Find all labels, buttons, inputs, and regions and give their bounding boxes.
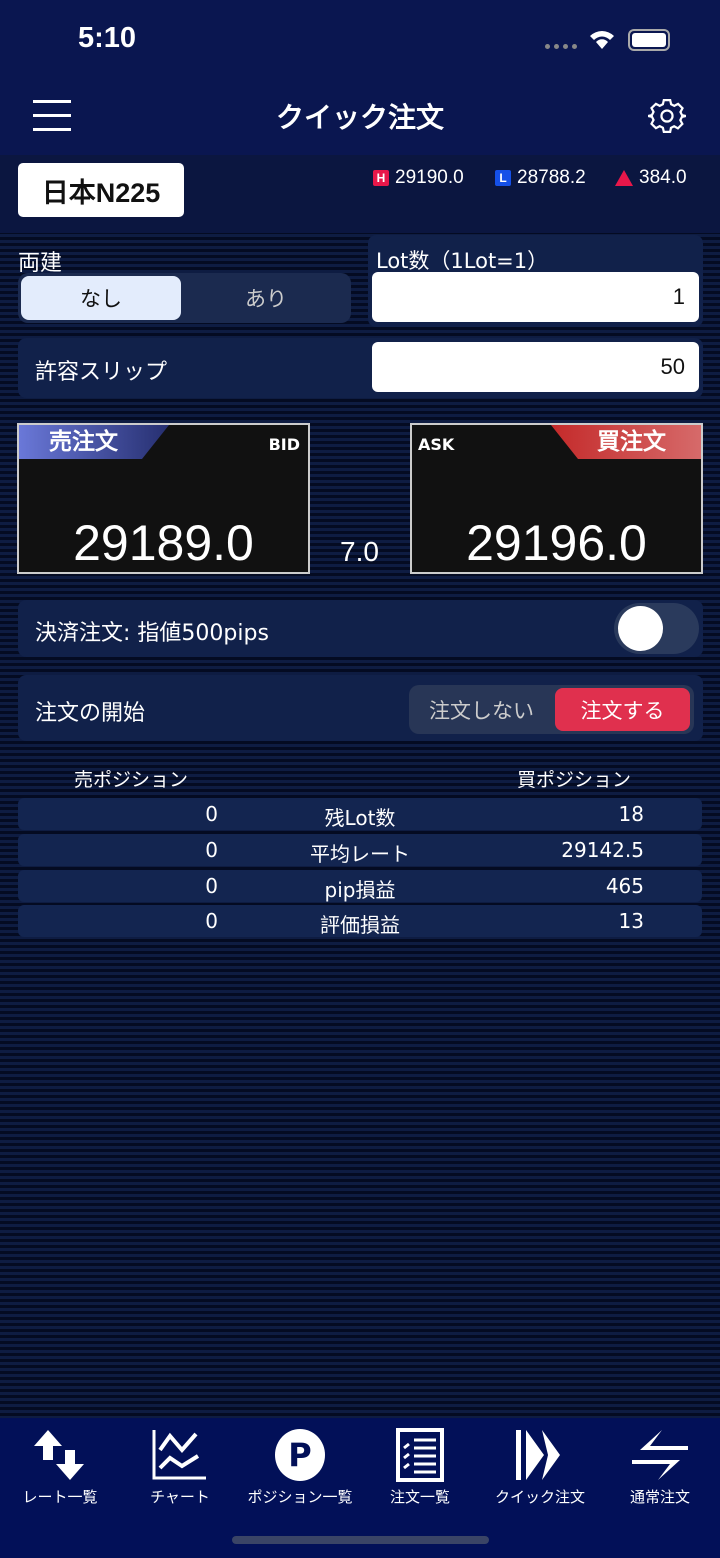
low-value: 28788.2 [517,167,586,188]
hamburger-icon[interactable] [33,100,71,131]
buy-value: 465 [605,874,644,898]
start-option-on[interactable]: 注文する [555,688,690,731]
page-title: クイック注文 [275,101,444,134]
nav-label: 通常注文 [629,1488,690,1506]
start-option-off[interactable]: 注文しない [429,698,534,723]
fast-forward-icon [516,1430,560,1480]
row-label: pip損益 [324,878,396,902]
sell-order-button[interactable]: 売注文 BID 29189.0 [17,423,310,574]
hedge-label: 両建 [18,251,63,276]
symbol-button[interactable]: 日本N225 [18,163,184,217]
buy-value: 29142.5 [561,838,644,862]
svg-text:P: P [288,1436,311,1474]
header [0,0,720,155]
sell-value: 0 [205,909,218,933]
low-badge: L [495,170,511,186]
hedge-segment: なし あり [18,273,351,323]
start-label: 注文の開始 [35,701,146,726]
buy-value: 18 [618,802,644,826]
sell-position-header: 売ポジション [74,769,189,791]
row-label: 評価損益 [320,913,400,937]
low-stat: L 28788.2 [495,167,586,189]
nav-label: チャート [150,1488,210,1506]
exchange-icon [632,1430,688,1480]
lot-input[interactable]: 1 [372,272,699,322]
gear-icon[interactable] [648,97,686,135]
up-triangle-icon [615,170,633,186]
hedge-option-none[interactable]: なし [21,276,181,320]
nav-label: レート一覧 [22,1488,98,1506]
start-segment: 注文しない 注文する [409,685,694,734]
signal-icon [545,44,577,49]
position-row: 0 pip損益 465 [18,870,702,902]
bid-price: 29189.0 [73,515,254,571]
nav-rate-list[interactable]: レート一覧 [0,1428,120,1507]
position-row: 0 評価損益 13 [18,905,702,937]
settle-panel [18,600,703,657]
buy-tag: 買注文 [551,425,701,459]
buy-order-button[interactable]: 買注文 ASK 29196.0 [410,423,703,574]
high-badge: H [373,170,389,186]
nav-normal-order[interactable]: 通常注文 [600,1428,720,1507]
nav-order-list[interactable]: 注文一覧 [360,1428,480,1507]
sell-value: 0 [205,802,218,826]
list-icon [396,1428,444,1482]
change-value: 384.0 [639,167,687,188]
status-time: 5:10 [78,22,137,54]
buy-value: 13 [618,909,644,933]
nav-label: クイック注文 [494,1488,585,1506]
settle-toggle[interactable] [614,603,699,654]
lot-label: Lot数（1Lot=1） [376,249,549,273]
chart-icon [152,1430,206,1480]
ask-price: 29196.0 [466,515,647,571]
buy-position-header: 買ポジション [517,769,632,791]
p-circle-icon: P [275,1429,325,1481]
sell-value: 0 [205,838,218,862]
battery-icon [628,29,670,51]
wifi-icon [590,31,614,49]
spread-value: 7.0 [340,536,379,567]
bottom-nav [0,1418,720,1558]
sell-tag: 売注文 [19,425,169,459]
settle-label: 決済注文: 指値500pips [35,621,269,646]
sell-value: 0 [205,874,218,898]
nav-label: ポジション一覧 [247,1488,353,1506]
nav-label: 注文一覧 [389,1488,450,1506]
ask-label: ASK [418,435,455,454]
slip-input[interactable]: 50 [372,342,699,392]
high-value: 29190.0 [395,167,464,188]
row-label: 残Lot数 [324,806,396,830]
high-stat: H 29190.0 [373,167,464,189]
nav-chart[interactable]: チャート [120,1428,240,1507]
nav-positions[interactable]: P ポジション一覧 [240,1428,360,1507]
position-row: 0 平均レート 29142.5 [18,834,702,866]
hedge-option-yes[interactable]: あり [245,287,287,311]
arrows-updown-icon [34,1430,84,1480]
slip-label: 許容スリップ [35,360,168,385]
bid-label: BID [268,435,300,454]
nav-quick-order[interactable]: クイック注文 [480,1428,600,1507]
change-stat: 384.0 [615,167,687,189]
home-indicator [232,1536,489,1544]
position-row: 0 残Lot数 18 [18,798,702,830]
row-label: 平均レート [310,842,410,866]
